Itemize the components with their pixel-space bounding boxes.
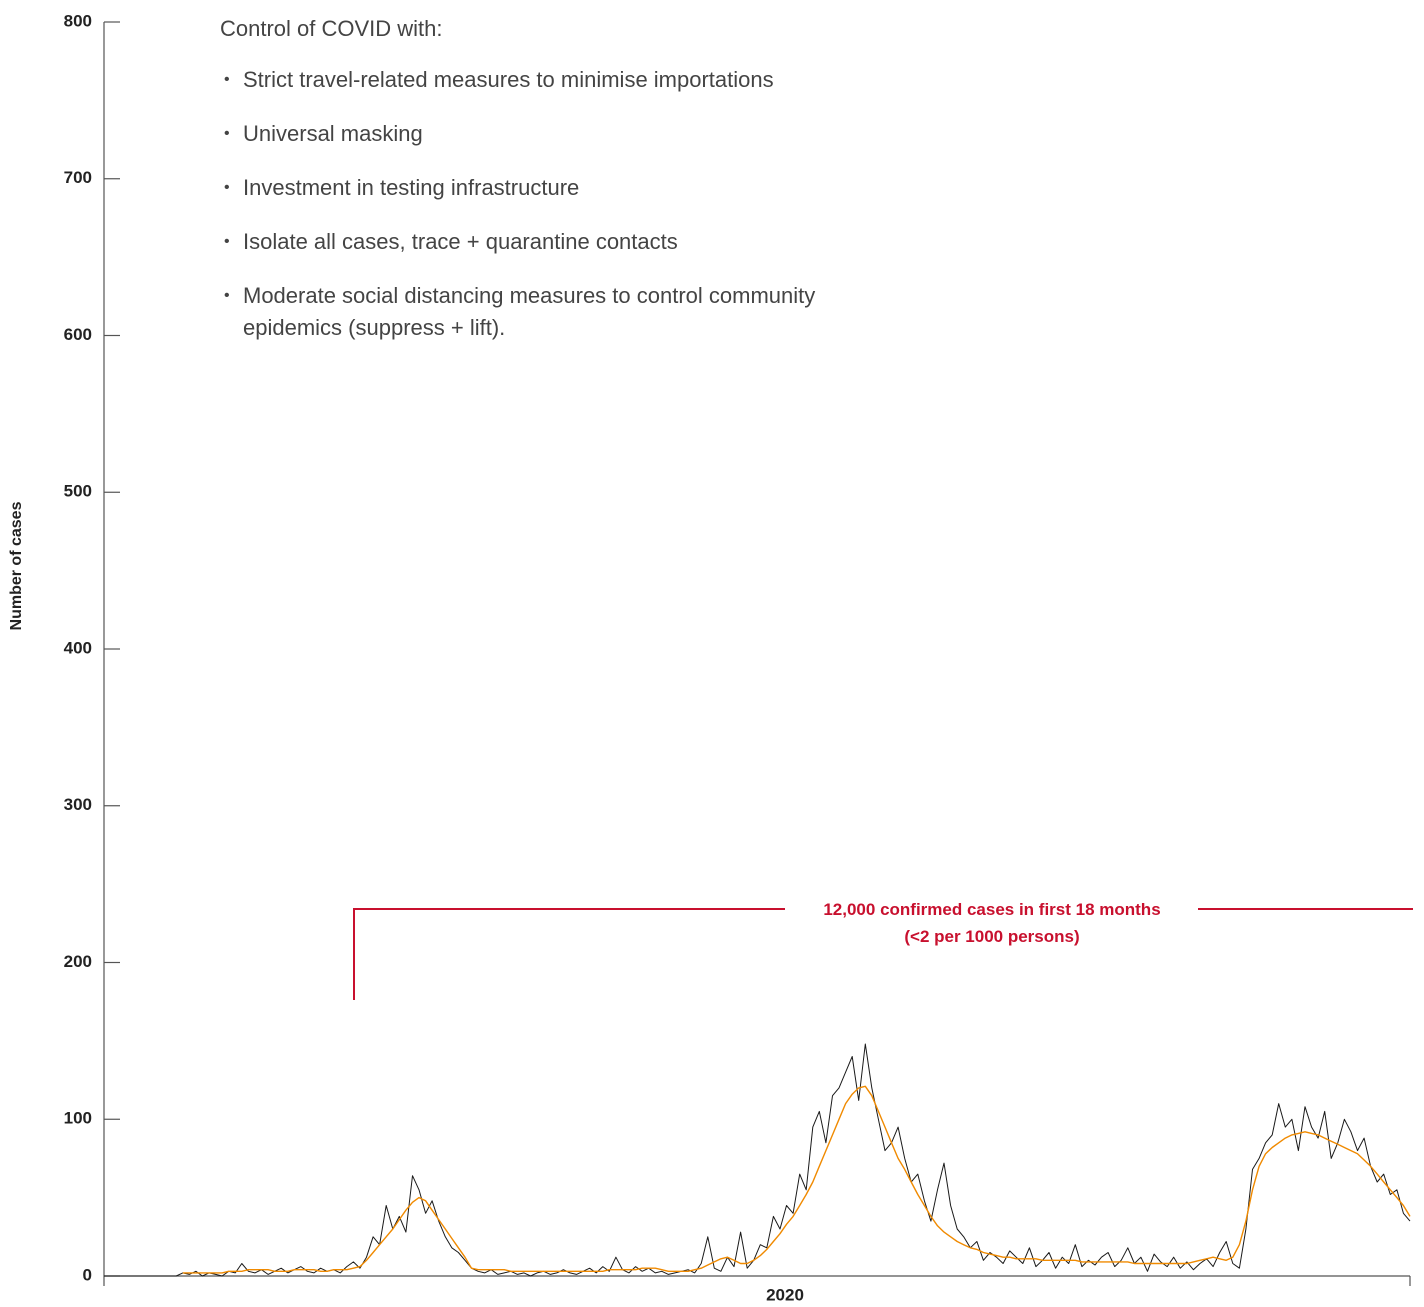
bullet: Moderate social distancing measures to c…: [220, 280, 863, 344]
bullet: Universal masking: [220, 118, 863, 150]
x-axis-label: 2020: [766, 1285, 804, 1304]
y-tick-label: 400: [64, 638, 92, 657]
y-tick-label: 600: [64, 325, 92, 344]
y-tick-label: 0: [83, 1265, 92, 1284]
bullet: Strict travel-related measures to minimi…: [220, 64, 863, 96]
y-tick-label: 200: [64, 952, 92, 971]
series-line: [182, 1085, 1411, 1274]
bracket-label: (<2 per 1000 persons): [904, 927, 1079, 946]
y-tick-label: 800: [64, 11, 92, 30]
bracket-line: [353, 908, 785, 1000]
y-axis-label: Number of cases: [8, 501, 25, 630]
y-tick-label: 100: [64, 1109, 92, 1128]
bracket-label: 12,000 confirmed cases in first 18 month…: [823, 900, 1160, 919]
bullet: Isolate all cases, trace + quarantine co…: [220, 226, 863, 258]
bullet-list: Strict travel-related measures to minimi…: [220, 64, 863, 344]
y-tick-label: 300: [64, 795, 92, 814]
bullet: Investment in testing infrastructure: [220, 172, 863, 204]
y-tick-label: 700: [64, 168, 92, 187]
y-tick-label: 500: [64, 482, 92, 501]
series-line: [104, 1043, 1411, 1277]
notes-heading: Control of COVID with:: [220, 16, 443, 41]
notes: Control of COVID with: Strict travel-rel…: [220, 16, 863, 344]
